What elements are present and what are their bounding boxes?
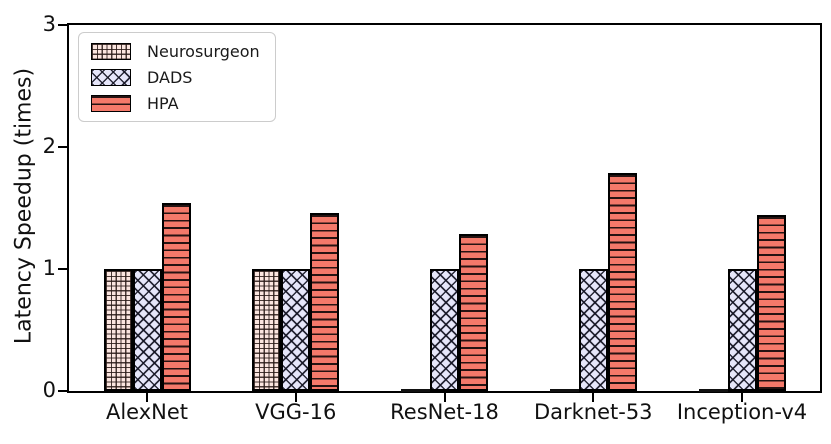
dads-swatch-icon xyxy=(91,68,131,86)
legend-item-neurosurgeon: Neurosurgeon xyxy=(91,41,263,61)
bar-dads-inception-v4 xyxy=(727,269,757,391)
y-tick-label-1: 1 xyxy=(42,256,56,281)
legend-label-dads: DADS xyxy=(147,67,193,87)
bar-neurosurgeon-darknet-53 xyxy=(549,389,579,392)
x-tick-mark-alexnet xyxy=(146,393,148,402)
x-tick-label-resnet-18: ResNet-18 xyxy=(390,400,499,424)
legend-item-hpa: HPA xyxy=(91,93,263,113)
legend-item-dads: DADS xyxy=(91,67,263,87)
x-tick-label-vgg-16: VGG-16 xyxy=(255,400,337,424)
hpa-swatch-icon xyxy=(91,94,131,112)
neurosurgeon-swatch-icon xyxy=(91,42,131,60)
legend-label-neurosurgeon: Neurosurgeon xyxy=(147,41,260,61)
y-axis-label: Latency Speedup (times) xyxy=(11,67,37,345)
bar-dads-alexnet xyxy=(132,269,162,391)
bar-neurosurgeon-inception-v4 xyxy=(698,389,728,392)
bar-dads-vgg-16 xyxy=(281,269,311,391)
y-tick-label-2: 2 xyxy=(42,134,56,159)
y-tick-label-0: 0 xyxy=(42,378,56,403)
bar-hpa-vgg-16 xyxy=(310,212,340,391)
y-tick-mark-1 xyxy=(58,268,67,270)
y-tick-mark-3 xyxy=(58,24,67,26)
x-tick-label-inception-v4: Inception-v4 xyxy=(676,400,808,424)
bar-hpa-darknet-53 xyxy=(607,172,637,391)
bar-neurosurgeon-resnet-18 xyxy=(401,389,430,392)
bar-dads-darknet-53 xyxy=(578,269,608,391)
bar-hpa-inception-v4 xyxy=(756,215,786,391)
bar-hpa-resnet-18 xyxy=(459,233,488,391)
bar-neurosurgeon-vgg-16 xyxy=(252,269,282,391)
legend-label-hpa: HPA xyxy=(147,93,179,113)
plot-area: 0 1 2 3 AlexNet VGG-16 ResNet-18 Darknet-53 Ince… xyxy=(43,14,822,424)
bar-hpa-alexnet xyxy=(161,203,191,391)
x-tick-label-darknet-53: Darknet-53 xyxy=(533,400,653,424)
y-tick-mark-2 xyxy=(58,146,67,148)
x-tick-mark-resnet-18 xyxy=(443,393,446,402)
y-tick-mark-0 xyxy=(58,390,67,392)
bar-dads-resnet-18 xyxy=(430,269,459,391)
x-tick-mark-darknet-53 xyxy=(592,393,595,402)
x-tick-label-alexnet: AlexNet xyxy=(105,400,189,424)
x-tick-mark-vgg-16 xyxy=(294,393,297,402)
bar-neurosurgeon-alexnet xyxy=(103,269,133,391)
x-tick-mark-inception-v4 xyxy=(741,393,743,402)
legend: Neurosurgeon DADS HPA xyxy=(78,32,276,122)
y-tick-label-3: 3 xyxy=(42,12,56,37)
